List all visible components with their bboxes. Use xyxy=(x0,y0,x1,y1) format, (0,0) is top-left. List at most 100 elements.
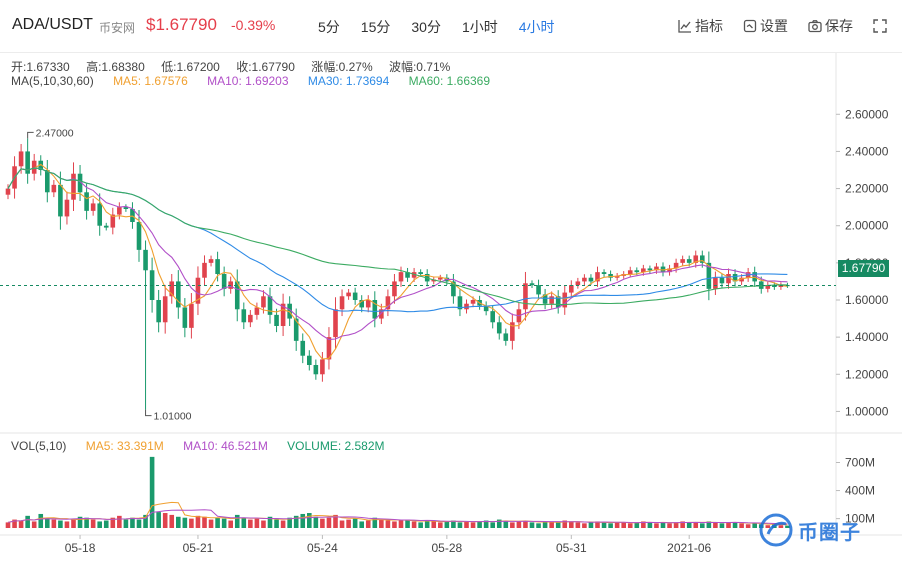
volume-bar xyxy=(673,522,679,528)
save-button[interactable]: 保存 xyxy=(808,16,853,36)
candle-body xyxy=(372,300,378,319)
volume-bar xyxy=(123,519,129,528)
indicator-button[interactable]: 指标 xyxy=(678,16,723,36)
price-tick-label: 2.60000 xyxy=(845,107,889,121)
volume-bar xyxy=(202,516,207,528)
volume-bar xyxy=(333,514,338,528)
volume-bar xyxy=(287,517,292,528)
volume-bar xyxy=(18,520,24,528)
settings-button[interactable]: 设置 xyxy=(743,16,788,36)
price-tick-label: 2.20000 xyxy=(845,182,889,196)
candle-body xyxy=(202,262,207,278)
candle-body xyxy=(280,303,286,326)
volume-bar xyxy=(352,518,358,528)
candle-body xyxy=(293,318,299,341)
volume-bar xyxy=(627,523,633,528)
volume-bar xyxy=(595,521,600,528)
candle-body xyxy=(405,272,410,278)
candle-body xyxy=(496,322,502,334)
watermark: 币圈子 xyxy=(758,512,861,548)
price-tick-label: 1.20000 xyxy=(845,367,889,381)
tab-4h[interactable]: 4小时 xyxy=(518,19,555,35)
volume-bar xyxy=(12,519,17,528)
ma60-value: MA60: 1.66369 xyxy=(408,74,491,88)
ma5-line xyxy=(7,163,788,360)
watermark-logo-icon xyxy=(759,513,793,547)
volume-bar xyxy=(300,513,306,528)
volume-bar xyxy=(490,522,495,528)
volume-bar xyxy=(654,523,659,528)
volume-bar xyxy=(451,520,456,528)
volume-bar xyxy=(176,516,181,528)
volume-bar xyxy=(221,518,227,528)
tab-30m[interactable]: 30分 xyxy=(411,19,441,35)
candle-body xyxy=(267,296,273,315)
volume-tick-label: 400M xyxy=(845,484,875,498)
watermark-text: 币圈子 xyxy=(798,521,861,544)
candle-body xyxy=(523,283,528,310)
volume-bar xyxy=(64,521,70,528)
volume-bar xyxy=(5,522,11,528)
volume-bar xyxy=(274,519,279,528)
candle-body xyxy=(503,333,509,341)
candle-body xyxy=(189,303,194,328)
volume-bar xyxy=(117,515,122,528)
volume-legend: VOL(5,10) MA5: 33.391M MA10: 46.521M VOL… xyxy=(11,439,401,453)
tab-15m[interactable]: 15分 xyxy=(360,19,391,35)
volume-bar xyxy=(346,519,351,528)
price-tick-label: 2.00000 xyxy=(845,219,889,233)
time-tick-label: 05-24 xyxy=(307,541,338,555)
volume-bar xyxy=(103,520,109,528)
volume-bar xyxy=(313,516,319,528)
indicator-label: 指标 xyxy=(695,18,723,34)
volume-bar xyxy=(326,517,332,528)
volume-bar xyxy=(307,513,312,528)
volume-bar xyxy=(641,521,646,528)
volume-bar xyxy=(477,521,482,528)
tab-5m[interactable]: 5分 xyxy=(318,19,340,35)
candle-body xyxy=(307,355,312,365)
ma10-value: MA10: 1.69203 xyxy=(207,74,289,88)
ma10-line xyxy=(7,167,788,341)
volume-bar xyxy=(130,517,135,528)
rise-value: 涨幅:0.27% xyxy=(311,60,373,74)
interval-tabs: 5分 15分 30分 1小时 4小时 xyxy=(318,17,576,37)
fullscreen-button[interactable] xyxy=(873,19,890,33)
candle-body xyxy=(77,173,83,193)
volume-bar xyxy=(496,519,502,528)
candle-body xyxy=(300,340,306,356)
chart-tools: 指标 设置 保存 xyxy=(658,16,890,36)
volume-bar xyxy=(438,522,443,528)
candle-body xyxy=(221,274,227,289)
tab-1h[interactable]: 1小时 xyxy=(461,19,498,35)
candle-body xyxy=(241,309,247,323)
candle-body xyxy=(254,307,260,315)
candle-body xyxy=(739,277,744,282)
candle-body xyxy=(234,281,240,310)
candle-body xyxy=(31,160,37,174)
volume-bar xyxy=(575,522,581,528)
candle-body xyxy=(549,296,554,304)
volume-tick-label: 700M xyxy=(845,455,875,469)
exchange-name: 币安网 xyxy=(99,21,136,35)
volume-bar xyxy=(398,520,404,528)
volume-bar xyxy=(359,521,364,528)
volume-bar xyxy=(667,523,672,528)
current-price-tag: 1.67790 xyxy=(838,260,889,277)
volume-bar xyxy=(608,523,613,528)
volume-bar xyxy=(84,517,89,528)
volume-bar xyxy=(700,523,705,528)
volume-bar xyxy=(182,517,188,528)
volume-bar xyxy=(569,521,574,528)
candle-body xyxy=(536,285,541,295)
candle-body xyxy=(686,259,692,263)
candle-body xyxy=(379,309,384,319)
price-change: -0.39% xyxy=(231,17,276,33)
volume-bar xyxy=(143,514,148,528)
candle-body xyxy=(195,277,201,304)
candle-body xyxy=(215,259,220,274)
candle-body xyxy=(483,305,489,312)
candle-body xyxy=(64,199,70,217)
candle-body xyxy=(713,277,718,289)
